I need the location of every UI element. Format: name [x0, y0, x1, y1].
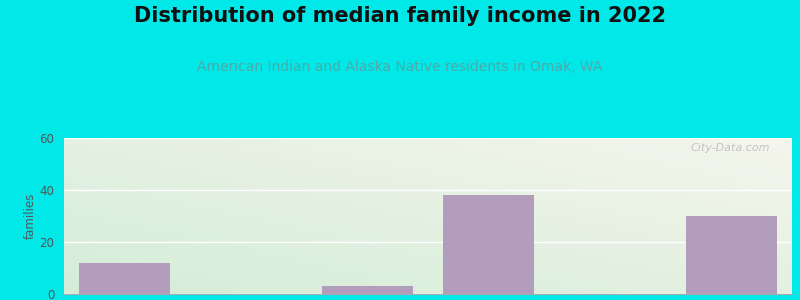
- Text: Distribution of median family income in 2022: Distribution of median family income in …: [134, 6, 666, 26]
- Bar: [686, 216, 777, 294]
- Bar: [443, 195, 534, 294]
- Bar: [79, 263, 170, 294]
- Text: American Indian and Alaska Native residents in Omak, WA: American Indian and Alaska Native reside…: [198, 60, 602, 74]
- Y-axis label: families: families: [24, 193, 37, 239]
- Bar: [322, 286, 413, 294]
- Text: City-Data.com: City-Data.com: [690, 143, 770, 153]
